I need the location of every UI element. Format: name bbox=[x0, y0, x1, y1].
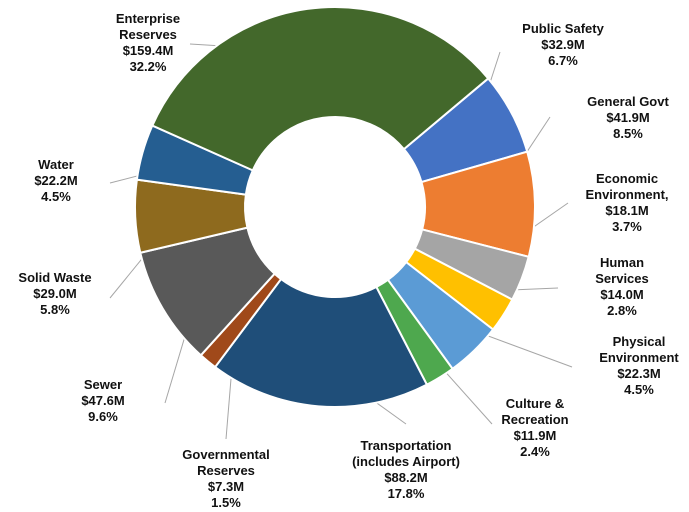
slice-name: Enterprise Reserves bbox=[115, 11, 181, 42]
slice-enterprise-reserves bbox=[151, 6, 490, 172]
slice-value: $88.2M bbox=[384, 470, 428, 485]
slice-percent: 4.5% bbox=[624, 382, 654, 397]
data-label-general-govt: General Govt $41.9M 8.5% bbox=[563, 94, 689, 142]
data-label-enterprise-reserves: Enterprise Reserves $159.4M 32.2% bbox=[93, 11, 203, 75]
slice-name: Governmental Reserves bbox=[182, 447, 270, 478]
slice-name: Transportation (includes Airport) bbox=[352, 438, 460, 469]
data-label-transportation-includes-airport: Transportation (includes Airport) $88.2M 17… bbox=[336, 438, 476, 502]
slice-percent: 6.7% bbox=[548, 53, 578, 68]
slice-value: $29.0M bbox=[33, 286, 77, 301]
slice-name: Physical Environment bbox=[599, 334, 679, 365]
slice-name: Solid Waste bbox=[18, 270, 92, 285]
donut-slices bbox=[134, 6, 536, 408]
slice-value: $22.2M bbox=[34, 173, 78, 188]
slice-name: General Govt bbox=[587, 94, 669, 109]
data-label-solid-waste: Solid Waste $29.0M 5.8% bbox=[18, 270, 91, 318]
data-label-culture-recreation: Culture & Recreation $11.9M 2.4% bbox=[480, 396, 590, 460]
slice-name: Sewer bbox=[83, 377, 123, 392]
data-label-physical-environment: Physical Environment $22.3M 4.5% bbox=[584, 334, 689, 398]
slice-name: Water bbox=[38, 157, 74, 172]
slice-name: Culture & Recreation bbox=[501, 396, 569, 427]
data-label-governmental-reserves: Governmental Reserves $7.3M 1.5% bbox=[161, 447, 291, 511]
slice-value: $14.0M bbox=[600, 287, 644, 302]
data-label-public-safety: Public Safety $32.9M 6.7% bbox=[522, 21, 604, 69]
slice-value: $11.9M bbox=[513, 428, 557, 443]
slice-percent: 9.6% bbox=[88, 409, 118, 424]
data-label-sewer: Sewer $47.6M 9.6% bbox=[81, 377, 124, 425]
data-label-human-services: Human Services $14.0M 2.8% bbox=[567, 255, 677, 319]
slice-value: $159.4M bbox=[122, 43, 174, 58]
slice-value: $41.9M bbox=[606, 110, 650, 125]
slice-percent: 3.7% bbox=[612, 219, 642, 234]
slice-value: $22.3M bbox=[617, 366, 661, 381]
slice-percent: 8.5% bbox=[613, 126, 643, 141]
slice-transportation-includes-airport bbox=[213, 277, 429, 408]
slice-value: $18.1M bbox=[605, 203, 649, 218]
slice-percent: 2.8% bbox=[607, 303, 637, 318]
slice-percent: 17.8% bbox=[387, 486, 425, 501]
slice-value: $32.9M bbox=[541, 37, 585, 52]
slice-value: $7.3M bbox=[207, 479, 245, 494]
slice-percent: 1.5% bbox=[211, 495, 241, 510]
data-label-economic-environment: Economic Environment, $18.1M 3.7% bbox=[562, 171, 689, 235]
slice-percent: 5.8% bbox=[40, 302, 70, 317]
slice-percent: 4.5% bbox=[41, 189, 71, 204]
slice-percent: 32.2% bbox=[129, 59, 167, 74]
slice-name: Economic Environment, bbox=[585, 171, 669, 202]
data-label-water: Water $22.2M 4.5% bbox=[34, 157, 77, 205]
slice-value: $47.6M bbox=[81, 393, 125, 408]
slice-name: Public Safety bbox=[522, 21, 604, 36]
slice-percent: 2.4% bbox=[520, 444, 550, 459]
slice-name: Human Services bbox=[595, 255, 649, 286]
